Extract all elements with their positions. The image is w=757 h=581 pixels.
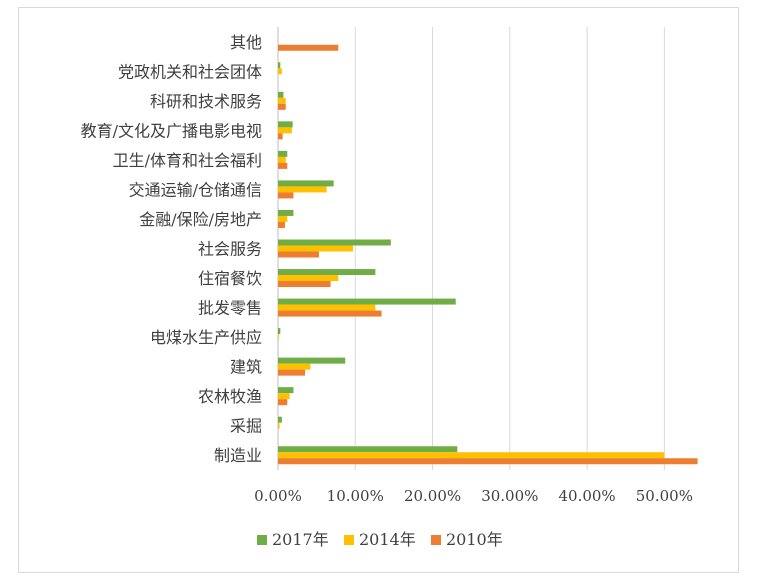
x-tick-label-4: 40.00% [558,487,615,505]
bar-2010年-0 [278,44,339,51]
legend-swatch-2 [431,535,441,545]
x-tick-label-0: 0.00% [254,487,302,505]
category-label-4: 卫生/体育和社会福利 [113,151,262,170]
category-label-10: 电煤水生产供应 [150,328,262,347]
bar-2014年-8 [278,275,339,282]
bar-2017年-4 [278,150,288,157]
legend: 2017年 2014年 2010年 [257,530,503,549]
x-tick-labels: 0.00% 10.00% 20.00% 30.00% 40.00% 50.00% [254,487,693,505]
category-label-13: 采掘 [230,417,262,436]
bar-2017年-1 [278,62,281,69]
bar-2010年-12 [278,399,288,406]
bar-2014年-9 [278,304,376,311]
category-label-6: 金融/保险/房地产 [139,210,262,229]
legend-swatch-1 [344,535,354,545]
bar-2017年-9 [278,298,456,305]
bar-2014年-3 [278,127,292,134]
bar-2014年-2 [278,97,286,104]
bar-2014年-4 [278,156,286,163]
bar-2010年-3 [278,133,283,140]
category-label-1: 党政机关和社会团体 [118,62,262,81]
bar-2017年-8 [278,269,376,276]
x-tick-label-5: 50.00% [636,487,693,505]
bar-2010年-4 [278,162,288,169]
bar-2014年-7 [278,245,353,252]
bar-2017年-2 [278,91,284,98]
category-label-12: 农林牧渔 [198,387,262,406]
bar-2017年-14 [278,446,458,453]
category-label-3: 教育/文化及广播电影电视 [81,121,262,140]
category-label-7: 社会服务 [198,240,262,259]
bar-2010年-5 [278,192,294,199]
bar-2010年-7 [278,251,319,258]
bar-2010年-14 [278,458,698,465]
bar-2017年-11 [278,357,346,364]
bar-2017年-13 [278,416,282,423]
bar-2010年-9 [278,310,382,317]
bar-2010年-8 [278,281,331,288]
category-label-8: 住宿餐饮 [198,269,262,288]
x-tick-label-3: 30.00% [481,487,538,505]
bar-2014年-12 [278,393,290,400]
category-label-11: 建筑 [230,358,262,377]
bar-2017年-7 [278,239,391,246]
bar-2014年-10 [278,334,279,341]
category-label-5: 交通运输/仓储通信 [129,180,262,199]
bar-2014年-11 [278,363,311,370]
legend-label-2: 2010年 [446,530,503,549]
category-labels: 其他党政机关和社会团体科研和技术服务教育/文化及广播电影电视卫生/体育和社会福利… [81,33,262,465]
bar-2017年-5 [278,180,334,187]
bar-2014年-5 [278,186,327,193]
bar-2017年-6 [278,209,294,216]
bar-2017年-10 [278,328,281,335]
bar-2014年-14 [278,452,665,459]
category-label-2: 科研和技术服务 [150,92,262,111]
bar-2017年-12 [278,387,294,394]
bar-2014年-13 [278,422,280,429]
x-tick-label-2: 20.00% [404,487,461,505]
category-label-0: 其他 [230,33,262,52]
category-label-14: 制造业 [214,446,262,465]
legend-label-0: 2017年 [272,530,329,549]
bar-2010年-6 [278,221,285,228]
bar-2014年-1 [278,68,282,75]
bar-2017年-3 [278,121,293,128]
legend-swatch-0 [257,535,267,545]
x-tick-label-1: 10.00% [327,487,384,505]
legend-label-1: 2014年 [359,530,416,549]
bar-2010年-11 [278,369,306,376]
bar-series [278,44,698,465]
bar-2010年-2 [278,103,286,110]
bar-2014年-6 [278,215,288,222]
category-label-9: 批发零售 [198,299,262,318]
chart-frame [18,7,739,573]
